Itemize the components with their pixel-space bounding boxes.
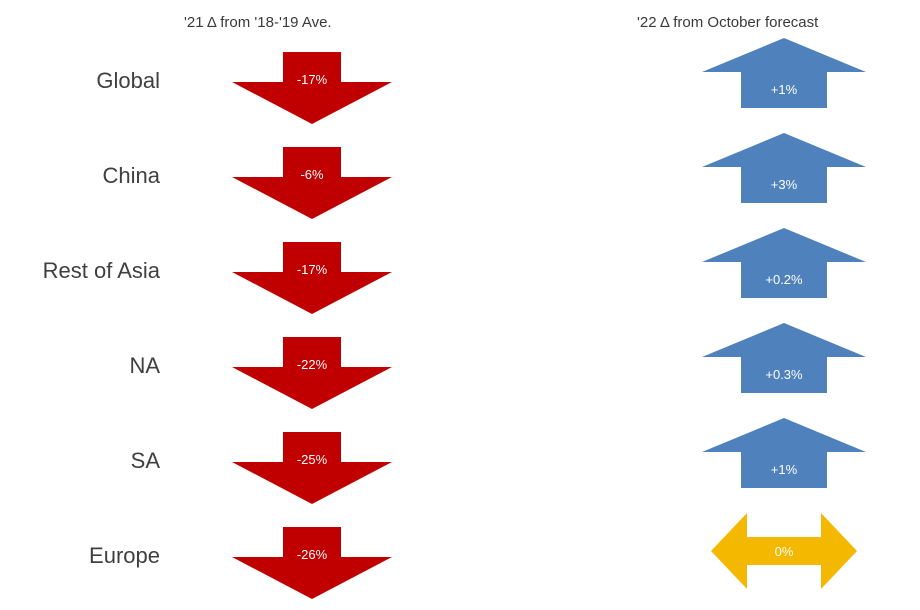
down-arrow-icon <box>232 242 392 314</box>
up-arrow-icon <box>702 133 866 203</box>
region-label: Rest of Asia <box>42 258 160 283</box>
down-arrow-icon <box>232 527 392 599</box>
arrow-2022: 0% <box>711 513 857 589</box>
header-2021-change: '21 Δ from '18-'19 Ave. <box>184 14 332 31</box>
arrow-2021: -22% <box>232 337 392 409</box>
change-2022-value: +1% <box>771 82 798 97</box>
down-arrow-icon <box>232 337 392 409</box>
arrow-2022: +1% <box>702 38 866 108</box>
change-2022-value: +1% <box>771 462 798 477</box>
change-2021-value: -17% <box>297 262 328 277</box>
change-2021-value: -25% <box>297 452 328 467</box>
double-arrow-icon <box>711 513 857 589</box>
arrow-2021: -6% <box>232 147 392 219</box>
arrow-2021: -25% <box>232 432 392 504</box>
up-arrow-icon <box>702 228 866 298</box>
change-2022-value: 0% <box>775 544 794 559</box>
change-2021-value: -17% <box>297 72 328 87</box>
arrow-2021: -17% <box>232 52 392 124</box>
region-label: Global <box>96 68 160 93</box>
region-label: SA <box>130 448 160 473</box>
arrow-2022: +0.2% <box>702 228 866 298</box>
region-label: NA <box>129 353 160 378</box>
change-2022-value: +0.3% <box>765 367 803 382</box>
header-2022-change: '22 Δ from October forecast <box>637 14 819 31</box>
down-arrow-icon <box>232 52 392 124</box>
change-2022-value: +3% <box>771 177 798 192</box>
change-2021-value: -6% <box>300 167 324 182</box>
arrow-2022: +0.3% <box>702 323 866 393</box>
down-arrow-icon <box>232 432 392 504</box>
down-arrow-icon <box>232 147 392 219</box>
up-arrow-icon <box>702 418 866 488</box>
arrow-2022: +1% <box>702 418 866 488</box>
change-2022-value: +0.2% <box>765 272 803 287</box>
region-label: Europe <box>89 543 160 568</box>
arrow-2021: -26% <box>232 527 392 599</box>
region-label: China <box>102 163 160 188</box>
arrow-2021: -17% <box>232 242 392 314</box>
up-arrow-icon <box>702 323 866 393</box>
change-2021-value: -22% <box>297 357 328 372</box>
up-arrow-icon <box>702 38 866 108</box>
change-2021-value: -26% <box>297 547 328 562</box>
arrow-2022: +3% <box>702 133 866 203</box>
